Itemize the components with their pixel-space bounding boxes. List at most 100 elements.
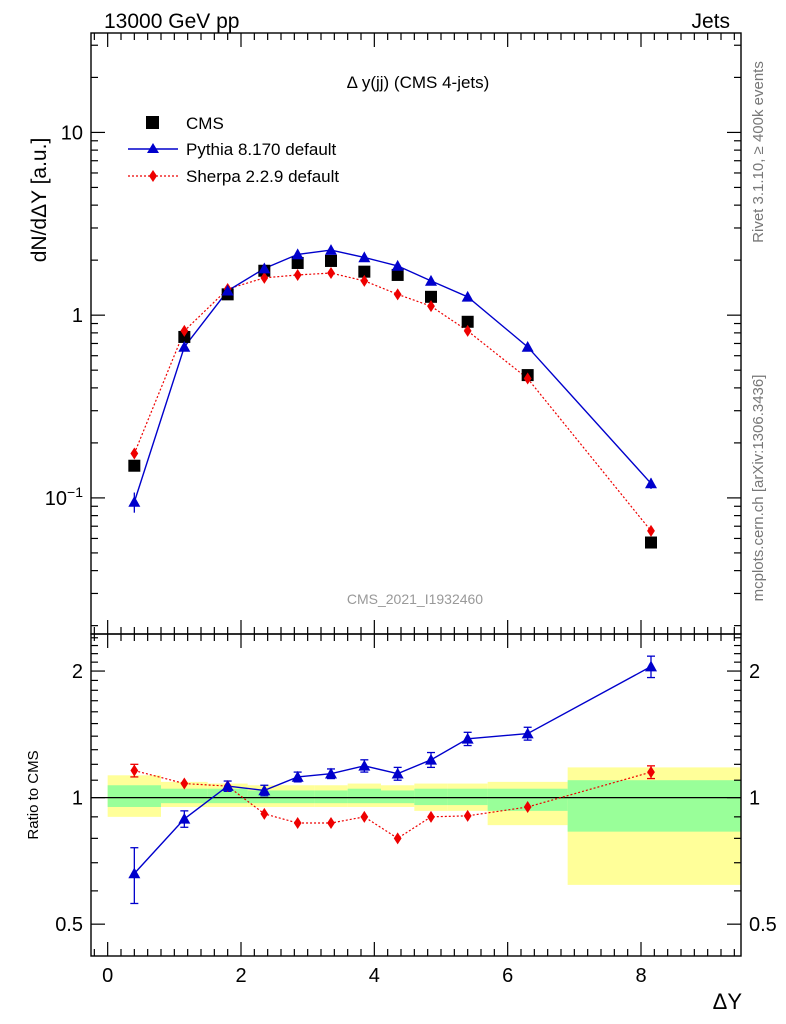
pythia-point-2 (221, 284, 234, 296)
pythia-point-4 (291, 248, 304, 260)
pythia-ratio-point-0 (128, 867, 141, 879)
legend-pythia-label: Pythia 8.170 default (186, 140, 337, 159)
legend: CMS Pythia 8.170 default Sherpa 2.2.9 de… (128, 114, 339, 186)
x-tick-label-4: 4 (369, 965, 380, 987)
pythia-ratio-point-2 (221, 780, 234, 791)
process-label: Jets (691, 10, 730, 33)
sherpa-ratio-point-7 (393, 832, 402, 845)
sherpa-point-7 (393, 288, 402, 301)
ratio-axis-label: Ratio to CMS (25, 750, 42, 839)
sherpa-ratio-point-11 (647, 766, 655, 779)
pythia-ratio-point-4 (291, 770, 304, 782)
cms-point-0 (128, 459, 141, 472)
ratio-y-tick-label-left-2: 2 (72, 661, 83, 683)
cms-point-5 (325, 254, 337, 267)
legend-sherpa-marker (149, 170, 157, 182)
sherpa-ratio-point-0 (130, 764, 139, 777)
cms-point-9 (461, 315, 474, 328)
rivet-label: Rivet 3.1.10, ≥ 400k events (750, 61, 767, 243)
band-inner-2 (207, 788, 248, 804)
y-axis-label: dN/dΔY [a.u.] (28, 138, 51, 263)
pythia-ratio-point-8 (425, 753, 437, 765)
sherpa-ratio-point-5 (327, 817, 335, 830)
y-tick-label-1: 1 (72, 305, 83, 327)
pythia-ratio-point-7 (391, 767, 404, 779)
sherpa-point-8 (427, 300, 435, 313)
band-inner-4 (281, 790, 315, 804)
pythia-point-1 (178, 340, 191, 352)
legend-sherpa-label: Sherpa 2.2.9 default (186, 167, 339, 186)
pythia-point-3 (258, 262, 271, 274)
x-tick-label-2: 2 (235, 965, 246, 987)
sherpa-ratio-line (134, 769, 652, 840)
ratio-y-tick-label-right-0.5: 0.5 (749, 914, 777, 936)
pythia-ratio-point-3 (258, 784, 271, 796)
pythia-ratio-point-6 (358, 759, 371, 771)
sherpa-point-3 (260, 271, 269, 284)
cms-point-1 (178, 330, 191, 343)
ratio-y-tick-label-left-0.5: 0.5 (55, 914, 83, 936)
pythia-point-10 (521, 340, 534, 352)
sherpa-ratio-point-1 (180, 777, 189, 790)
x-tick-label-0: 0 (102, 965, 113, 987)
sherpa-point-9 (463, 324, 472, 337)
pythia-line (133, 249, 652, 503)
ratio-panel-frame (90, 633, 742, 957)
pythia-ratio-point-9 (461, 732, 474, 744)
ratio-y-tick-label-right-2: 2 (749, 661, 760, 683)
band-inner-7 (381, 790, 415, 804)
pythia-point-6 (358, 251, 371, 263)
cms-point-11 (645, 536, 657, 549)
main-panel-series (128, 244, 657, 549)
cms-point-4 (291, 256, 304, 269)
ratio-panel-series (128, 655, 657, 905)
sherpa-ratio-point-8 (427, 810, 435, 823)
plot-title: Δ y(jj) (CMS 4-jets) (347, 73, 490, 92)
analysis-watermark: CMS_2021_I1932460 (347, 591, 483, 607)
pythia-point-0 (128, 495, 141, 507)
cms-point-7 (391, 268, 404, 281)
cms-point-6 (358, 265, 371, 278)
sherpa-point-1 (180, 324, 189, 337)
x-axis-label: ΔY (713, 989, 743, 1014)
ratio-y-tick-label-right-1: 1 (749, 788, 760, 810)
band-inner-0 (107, 785, 161, 807)
legend-cms-label: CMS (186, 114, 224, 133)
pythia-ratio-point-1 (178, 812, 191, 824)
energy-label: 13000 GeV pp (104, 10, 239, 33)
pythia-point-9 (461, 290, 474, 302)
sherpa-ratio-point-9 (463, 809, 472, 822)
axis-ticks (91, 33, 741, 956)
pythia-ratio-line (133, 665, 652, 874)
band-inner-5 (314, 790, 348, 804)
band-inner-1 (161, 788, 208, 804)
x-tick-label-8: 8 (635, 965, 646, 987)
legend-pythia-marker (147, 143, 159, 153)
sherpa-ratio-point-6 (360, 810, 369, 823)
pythia-point-5 (325, 244, 337, 255)
band-inner-9 (447, 788, 488, 806)
sherpa-ratio-point-3 (260, 807, 269, 820)
band-inner-6 (347, 788, 381, 804)
y-tick-label-0: 10−1 (45, 484, 83, 510)
sherpa-line (133, 272, 652, 532)
sherpa-point-5 (327, 267, 335, 280)
sherpa-ratio-point-4 (293, 817, 302, 830)
x-tick-label-6: 6 (502, 965, 513, 987)
legend-cms-marker (146, 116, 159, 129)
band-inner-8 (414, 788, 448, 806)
pythia-ratio-point-5 (325, 767, 337, 779)
pythia-point-8 (425, 274, 437, 286)
sherpa-point-10 (523, 372, 532, 385)
pythia-ratio-point-11 (645, 660, 657, 672)
sherpa-point-4 (293, 268, 302, 281)
mcplots-label: mcplots.cern.ch [arXiv:1306.3436] (750, 375, 767, 602)
sherpa-ratio-point-10 (523, 800, 532, 813)
band-inner-3 (247, 790, 281, 804)
band-inner-10 (487, 788, 568, 811)
sherpa-point-6 (360, 274, 369, 287)
ratio-y-tick-label-left-1: 1 (72, 788, 83, 810)
uncertainty-bands (107, 767, 741, 885)
pythia-point-7 (391, 259, 404, 271)
